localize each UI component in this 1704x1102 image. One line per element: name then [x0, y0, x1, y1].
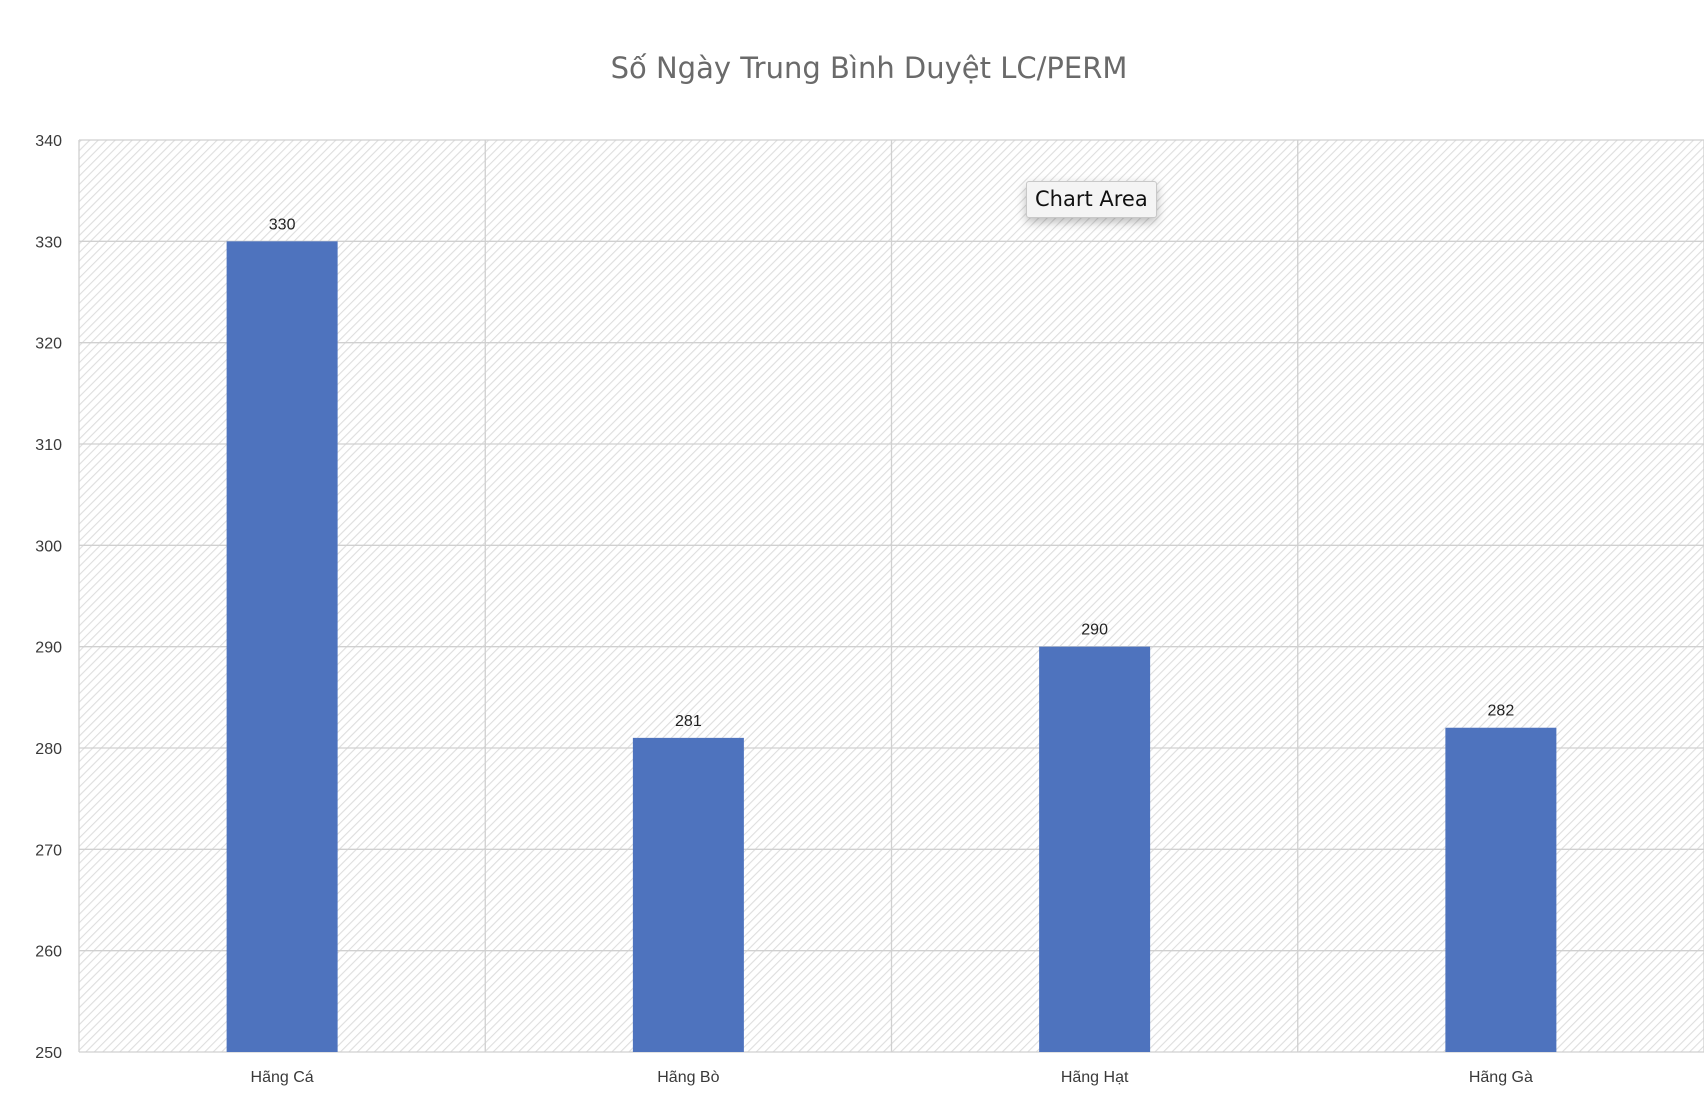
chart-area-tooltip: Chart Area — [1026, 181, 1157, 218]
x-tick-label: Hãng Gà — [1469, 1069, 1533, 1086]
x-axis: Hãng Cá Hãng Bò Hãng Hạt Hãng Gà — [251, 1069, 1533, 1086]
y-tick-label: 290 — [35, 640, 62, 657]
y-tick-label: 310 — [35, 437, 62, 454]
y-tick-label: 320 — [35, 336, 62, 353]
x-tick-label: Hãng Bò — [657, 1069, 719, 1086]
y-tick-label: 260 — [35, 944, 62, 961]
data-label: 330 — [269, 216, 296, 233]
bar — [226, 241, 338, 1053]
bar — [1039, 646, 1151, 1052]
chart-title: Số Ngày Trung Bình Duyệt LC/PERM — [611, 51, 1128, 85]
data-label: 282 — [1488, 703, 1515, 720]
y-tick-label: 250 — [35, 1045, 62, 1062]
y-axis: 250 260 270 280 290 300 310 320 330 340 — [35, 133, 62, 1062]
bar — [632, 737, 744, 1052]
y-tick-label: 340 — [35, 133, 62, 150]
x-tick-label: Hãng Cá — [251, 1069, 314, 1086]
y-tick-label: 270 — [35, 842, 62, 859]
data-label: 281 — [675, 713, 702, 730]
gridlines — [78, 139, 1704, 1053]
data-labels: 330 281 290 282 — [269, 216, 1515, 730]
y-tick-label: 300 — [35, 538, 62, 555]
data-label: 290 — [1081, 622, 1108, 639]
y-tick-label: 280 — [35, 741, 62, 758]
bars — [226, 241, 1557, 1053]
x-tick-label: Hãng Hạt — [1061, 1069, 1129, 1086]
bar — [1445, 727, 1557, 1052]
y-tick-label: 330 — [35, 234, 62, 251]
